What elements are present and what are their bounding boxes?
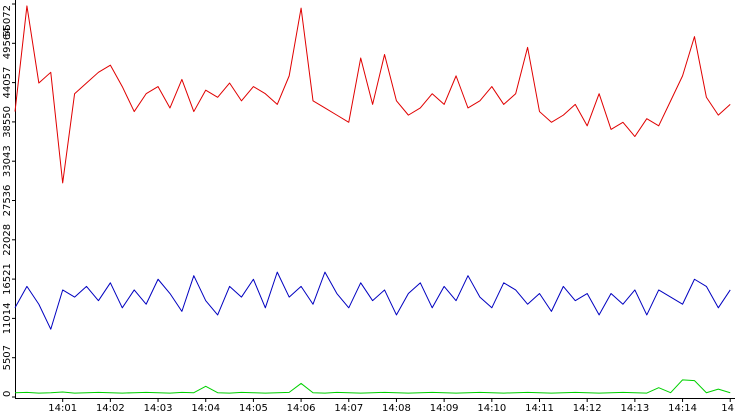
x-tick-label: 14:10 <box>477 403 506 414</box>
y-tick-label: 5507 <box>2 345 13 370</box>
x-tick-label: 14 <box>721 403 734 414</box>
y-tick-label: 11014 <box>2 302 13 334</box>
series-line <box>14 271 731 330</box>
x-tick-label: 14:07 <box>334 403 363 414</box>
y-tick-label: 22028 <box>2 224 13 256</box>
x-tick-label: 14:04 <box>191 403 220 414</box>
series-line <box>14 379 731 394</box>
x-tick-label: 14:13 <box>620 403 649 414</box>
x-tick-label: 14:03 <box>144 403 173 414</box>
y-tick-label: 55072 <box>2 5 13 37</box>
y-tick-label: 49564 <box>2 27 13 59</box>
y-tick-label: 38550 <box>2 106 13 138</box>
x-tick-label: 14:02 <box>96 403 125 414</box>
y-tick-label: 27536 <box>2 185 13 217</box>
x-tick-label: 14:01 <box>48 403 77 414</box>
x-tick-label: 14:11 <box>525 403 554 414</box>
y-tick-label: 33043 <box>2 145 13 177</box>
y-tick-label: 44057 <box>2 67 13 99</box>
x-tick-label: 14:05 <box>239 403 268 414</box>
x-tick-label: 14:12 <box>573 403 602 414</box>
x-tick-label: 14:09 <box>430 403 459 414</box>
y-tick-label: 16521 <box>2 263 13 295</box>
series-line <box>14 5 731 184</box>
x-tick-label: 14:06 <box>287 403 316 414</box>
y-tick-label: 0 <box>2 391 13 397</box>
x-tick-label: 14:08 <box>382 403 411 414</box>
x-tick-label: 14:14 <box>668 403 697 414</box>
